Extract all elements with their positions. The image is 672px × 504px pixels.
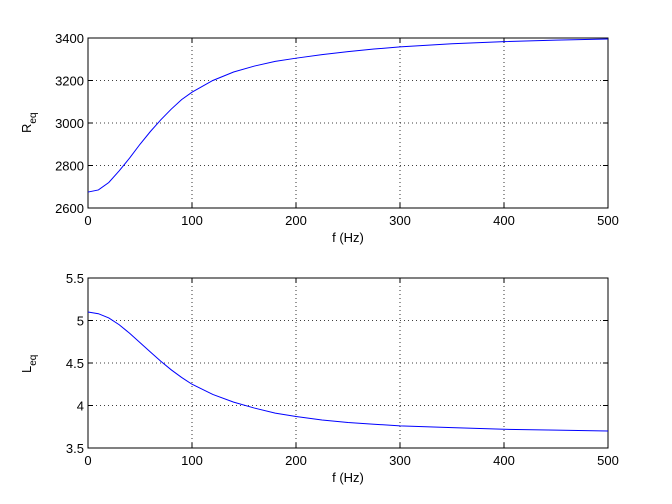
x-tick-label: 200 — [285, 213, 307, 228]
y-tick-label: 3.5 — [66, 441, 84, 456]
y-tick-label: 5 — [77, 314, 84, 329]
chart-r-eq: 0 100 200 300 400 500 2600 2800 3000 3200 3400 f (H… — [19, 31, 619, 245]
x-tick-label: 0 — [84, 213, 91, 228]
y-tick-label: 3000 — [55, 116, 84, 131]
y-tick-label: 2800 — [55, 159, 84, 174]
x-tick-label: 300 — [389, 213, 411, 228]
x-tick-label: 500 — [597, 453, 619, 468]
x-axis-label: f (Hz) — [332, 470, 364, 485]
series-line — [87, 311, 609, 432]
x-tick-label: 100 — [181, 213, 203, 228]
x-tick-label: 400 — [493, 453, 515, 468]
x-tick-label: 400 — [493, 213, 515, 228]
y-tick-label: 2600 — [55, 201, 84, 216]
x-tick-label: 300 — [389, 453, 411, 468]
x-axis-label: f (Hz) — [332, 230, 364, 245]
y-axis-label: Req — [19, 112, 39, 133]
x-tick-label: 200 — [285, 453, 307, 468]
chart-l-eq: 0 100 200 300 400 500 3.5 4 4.5 5 5.5 f (Hz) Leq — [19, 271, 619, 485]
x-tick-label: 0 — [84, 453, 91, 468]
y-tick-label: 3200 — [55, 74, 84, 89]
x-tick-label: 500 — [597, 213, 619, 228]
y-axis-label: Leq — [19, 355, 39, 373]
y-tick-label: 5.5 — [66, 271, 84, 286]
y-tick-label: 3400 — [55, 31, 84, 46]
x-tick-label: 100 — [181, 453, 203, 468]
series-line — [87, 38, 609, 193]
y-tick-label: 4 — [77, 399, 84, 414]
y-tick-label: 4.5 — [66, 356, 84, 371]
